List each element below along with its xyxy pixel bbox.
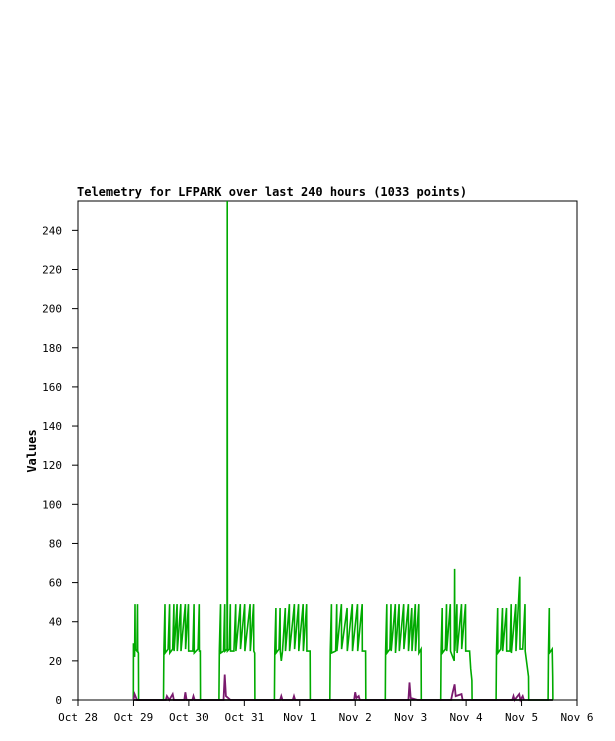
x-tick-label: Nov 6: [560, 711, 593, 724]
y-tick-label: 160: [42, 381, 62, 394]
y-tick-label: 0: [55, 694, 62, 707]
y-tick-label: 120: [42, 459, 62, 472]
y-tick-label: 40: [49, 616, 62, 629]
y-tick-label: 200: [42, 303, 62, 316]
x-tick-label: Oct 28: [58, 711, 98, 724]
series-line-1: [132, 200, 554, 701]
x-tick-label: Nov 4: [450, 711, 483, 724]
y-tick-label: 220: [42, 263, 62, 276]
y-axis: 0 20 40 60 80 100 120 140 160 180 200 220 240: [42, 224, 78, 707]
x-tick-label: Oct 31: [224, 711, 264, 724]
x-tick-label: Oct 29: [114, 711, 154, 724]
y-tick-label: 60: [49, 577, 62, 590]
series-line-2: [132, 674, 525, 703]
x-tick-label: Nov 2: [339, 711, 372, 724]
y-tick-label: 100: [42, 498, 62, 511]
y-tick-label: 180: [42, 342, 62, 355]
y-axis-label: Values: [25, 429, 39, 472]
chart-title: Telemetry for LFPARK over last 240 hours…: [77, 185, 467, 199]
series-layer: [132, 200, 554, 703]
y-tick-label: 20: [49, 655, 62, 668]
x-tick-label: Nov 3: [394, 711, 427, 724]
x-tick-label: Nov 5: [505, 711, 538, 724]
y-tick-label: 80: [49, 537, 62, 550]
x-axis: Oct 28 Oct 29 Oct 30 Oct 31 Nov 1 Nov 2 Nov 3 N…: [58, 700, 594, 724]
x-tick-label: Oct 30: [169, 711, 209, 724]
x-tick-label: Nov 1: [283, 711, 316, 724]
y-tick-label: 240: [42, 224, 62, 237]
y-tick-label: 140: [42, 420, 62, 433]
